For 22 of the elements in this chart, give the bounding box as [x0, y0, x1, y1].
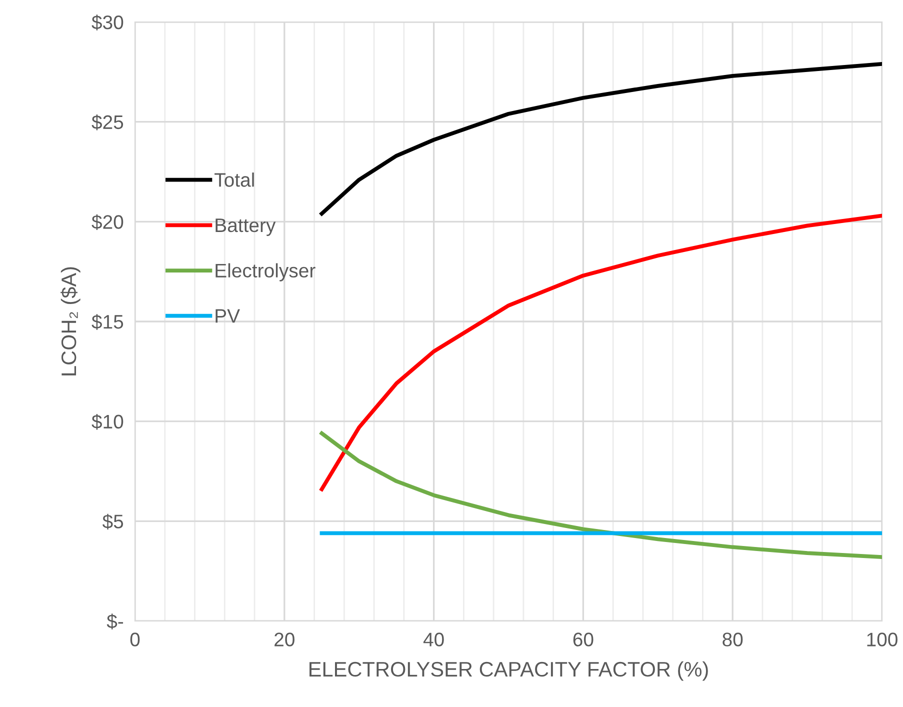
legend-label: Total: [214, 172, 254, 187]
x-tick-label: 0: [130, 632, 140, 646]
x-tick-label: 80: [722, 632, 743, 646]
legend-label: Battery: [216, 218, 276, 236]
y-tick-label: $15: [92, 314, 124, 330]
line-series: [320, 214, 882, 492]
x-tick-label: 100: [867, 632, 898, 646]
x-axis-title: ELECTROLYSER CAPACITY FACTOR (%): [310, 661, 708, 681]
y-tick-label: $30: [92, 14, 124, 30]
y-tick-label: $25: [92, 114, 124, 130]
y-tick-label: $5: [102, 514, 124, 530]
x-tick-label: 20: [274, 632, 294, 646]
x-tick-label: 60: [573, 632, 594, 646]
y-tick-label: $-: [106, 614, 124, 630]
y-tick-label: $20: [92, 214, 124, 230]
x-tick-label: 40: [423, 632, 444, 646]
legend-label: Electrolyser: [216, 263, 316, 282]
legend-label: PV: [216, 309, 240, 323]
line-series: [320, 431, 882, 560]
y-axis-title: LCOH₂ ($A): [60, 267, 80, 376]
y-tick-label: $10: [92, 414, 124, 430]
line-series: [320, 62, 882, 216]
